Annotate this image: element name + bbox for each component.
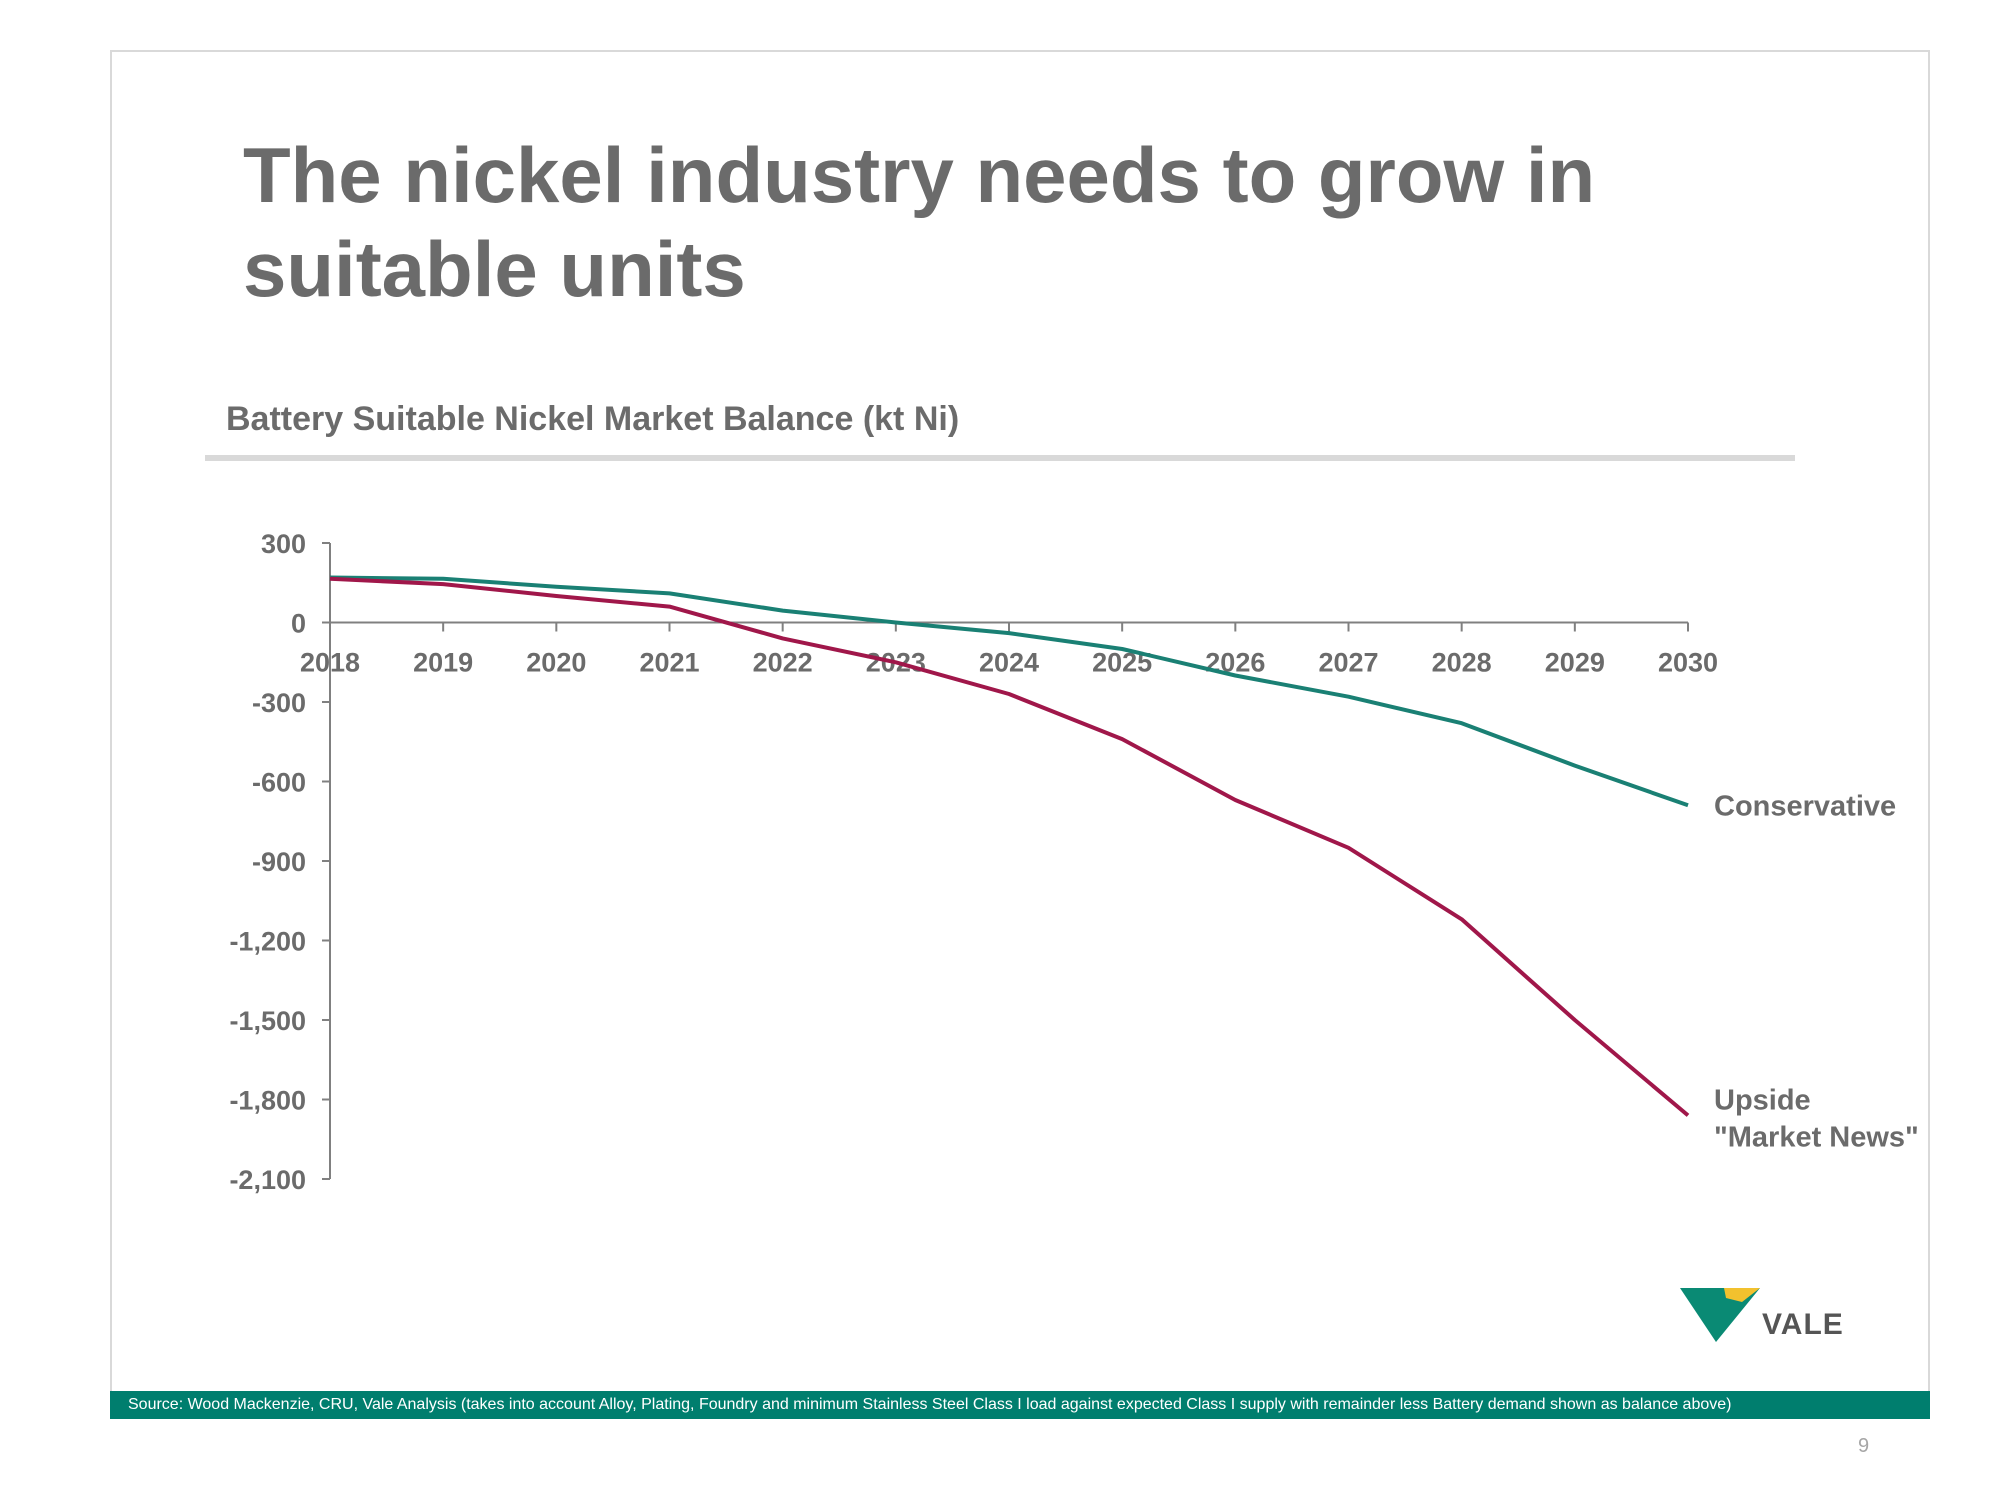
series-labels: Conservative Upside "Market News" <box>1714 790 1919 1153</box>
y-tick-label: -900 <box>252 847 306 877</box>
x-tick-label: 2026 <box>1205 648 1265 678</box>
series-line-conservative <box>329 575 1689 808</box>
chart-axes <box>329 543 1688 1179</box>
series-label-upside: Upside <box>1714 1084 1811 1116</box>
y-tick-label: -1,800 <box>229 1086 306 1116</box>
vale-logo-icon <box>1680 1288 1760 1342</box>
x-tick-label: 2027 <box>1318 648 1378 678</box>
x-tick-label: 2030 <box>1658 648 1718 678</box>
chart-series <box>329 575 1690 1117</box>
y-tick-label: 300 <box>261 529 306 559</box>
x-tick-label: 2022 <box>753 648 813 678</box>
vale-logo-text: VALE <box>1762 1308 1844 1341</box>
y-tick-label: -2,100 <box>229 1165 306 1195</box>
source-footer: Source: Wood Mackenzie, CRU, Vale Analys… <box>110 1391 1930 1419</box>
y-tick-label: -1,200 <box>229 927 306 957</box>
page-number: 9 <box>1858 1435 1870 1457</box>
series-line-upside <box>329 576 1690 1117</box>
x-tick-label: 2020 <box>526 648 586 678</box>
x-tick-label: 2028 <box>1432 648 1492 678</box>
x-tick-label: 2021 <box>639 648 699 678</box>
y-tick-label: -300 <box>252 688 306 718</box>
x-tick-label: 2029 <box>1545 648 1605 678</box>
series-label-conservative: Conservative <box>1714 790 1896 822</box>
slide-frame <box>110 50 1930 1416</box>
x-tick-label: 2019 <box>413 648 473 678</box>
x-tick-label: 2024 <box>979 648 1039 678</box>
title-divider <box>205 455 1795 461</box>
x-tick-label: 2018 <box>300 648 360 678</box>
series-label-upside: "Market News" <box>1714 1121 1919 1153</box>
y-tick-label: 0 <box>291 609 306 639</box>
chart-title: Battery Suitable Nickel Market Balance (… <box>226 400 960 438</box>
y-tick-label: -600 <box>252 768 306 798</box>
y-tick-label: -1,500 <box>229 1006 306 1036</box>
slide-title: The nickel industry needs to grow in sui… <box>243 131 1596 313</box>
